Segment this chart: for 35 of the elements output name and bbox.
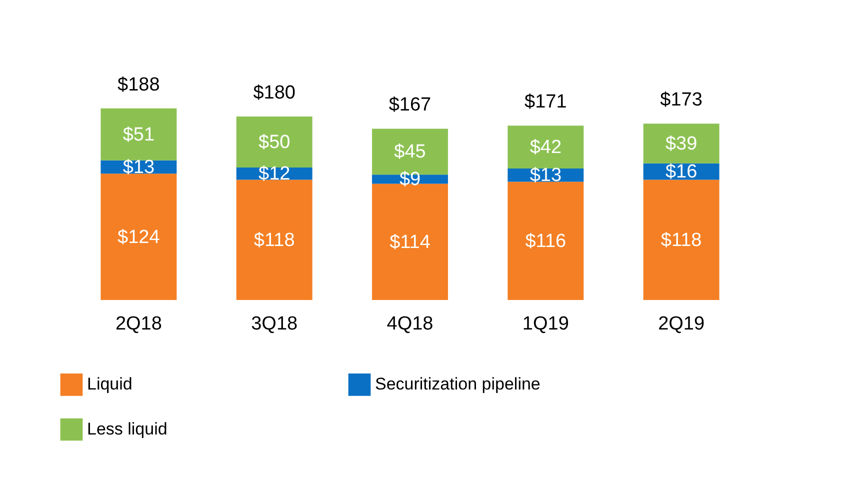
- bar: [508, 126, 584, 168]
- x-tick-label: 2Q19: [658, 314, 705, 334]
- total-label: $188: [118, 74, 160, 96]
- data-label: $16: [665, 162, 698, 183]
- bar: [643, 124, 720, 164]
- data-label: $50: [258, 132, 290, 153]
- data-label: $42: [530, 137, 562, 158]
- x-tick-label: 1Q19: [522, 314, 569, 334]
- x-tick-label: 4Q18: [386, 314, 434, 334]
- bar: [236, 180, 312, 300]
- data-label: $51: [122, 124, 155, 146]
- data-label: $124: [118, 226, 160, 248]
- data-label: $118: [660, 230, 702, 251]
- bar: [100, 108, 177, 160]
- data-label: $39: [665, 134, 698, 155]
- data-label: $114: [390, 232, 431, 253]
- data-label: $45: [394, 142, 426, 163]
- bar: [100, 174, 177, 300]
- legend-label: Less liquid: [87, 420, 168, 438]
- bar: [236, 116, 312, 168]
- total-label: $173: [660, 90, 702, 111]
- x-tick-label: 3Q18: [251, 314, 298, 334]
- bar: [643, 180, 720, 300]
- bar: [508, 182, 584, 300]
- data-label: $13: [530, 165, 562, 186]
- data-label: $116: [525, 230, 566, 252]
- x-tick-label: 2Q18: [115, 314, 162, 334]
- data-label: $118: [254, 230, 295, 251]
- total-label: $180: [253, 82, 296, 104]
- data-label: $12: [258, 164, 290, 185]
- total-label: $167: [388, 94, 432, 116]
- legend-label: Securitization pipeline: [375, 374, 540, 394]
- legend-label: Liquid: [87, 374, 132, 394]
- data-label: $13: [122, 156, 155, 178]
- total-label: $171: [524, 92, 567, 113]
